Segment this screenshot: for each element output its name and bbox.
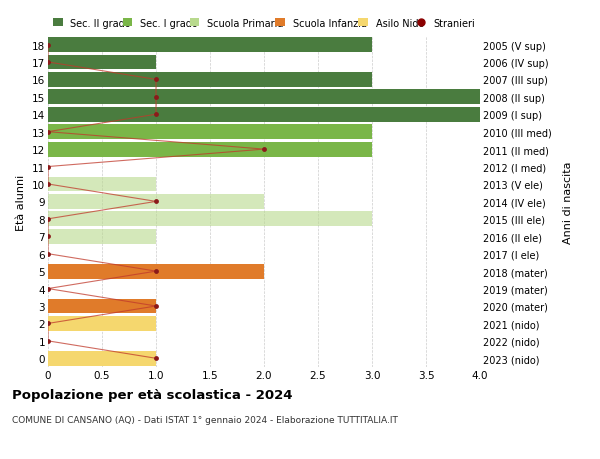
Bar [48, 264, 264, 279]
Bar [48, 107, 480, 123]
Bar [48, 230, 156, 244]
Y-axis label: Anni di nascita: Anni di nascita [563, 161, 572, 243]
Text: Popolazione per età scolastica - 2024: Popolazione per età scolastica - 2024 [12, 388, 293, 401]
Bar [48, 73, 372, 88]
Legend: Sec. II grado, Sec. I grado, Scuola Primaria, Scuola Infanzia, Asilo Nido, Stran: Sec. II grado, Sec. I grado, Scuola Prim… [53, 18, 475, 28]
Bar [48, 177, 156, 192]
Bar [48, 212, 372, 227]
Bar [48, 38, 372, 53]
Bar [48, 316, 156, 331]
Bar [48, 351, 156, 366]
Bar [48, 195, 264, 209]
Bar [48, 299, 156, 313]
Bar [48, 125, 372, 140]
Bar [48, 142, 372, 157]
Text: COMUNE DI CANSANO (AQ) - Dati ISTAT 1° gennaio 2024 - Elaborazione TUTTITALIA.IT: COMUNE DI CANSANO (AQ) - Dati ISTAT 1° g… [12, 415, 398, 425]
Y-axis label: Età alunni: Età alunni [16, 174, 26, 230]
Bar [48, 90, 480, 105]
Bar [48, 56, 156, 70]
